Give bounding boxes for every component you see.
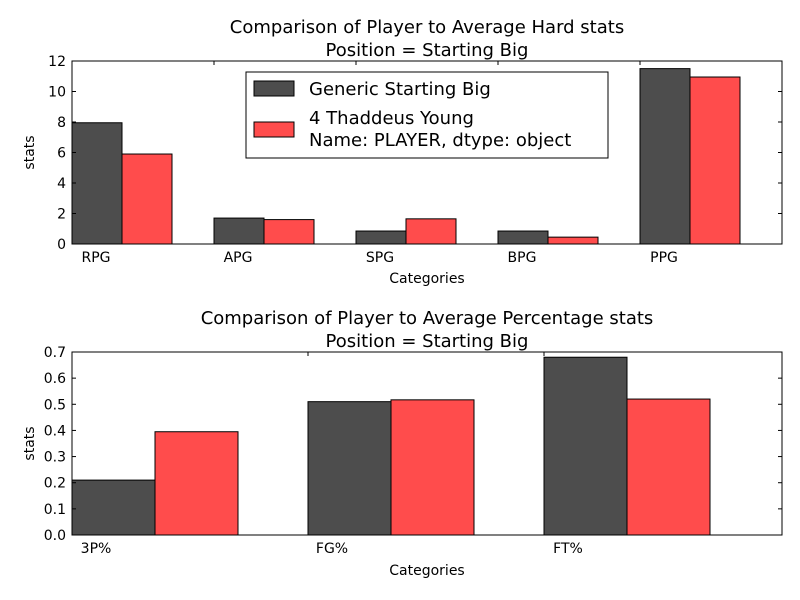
x-axis-label: Categories xyxy=(389,271,464,287)
x-tick-label: SPG xyxy=(366,250,394,266)
bar-ppg-series-2 xyxy=(689,76,741,245)
y-tick-label: 0.6 xyxy=(44,371,66,387)
bar-rpg-series-2 xyxy=(121,153,173,245)
bar-apg-series-1 xyxy=(213,217,265,245)
bar-spg-series-1 xyxy=(355,230,407,245)
y-tick-label: 0.5 xyxy=(44,397,66,413)
x-tick-label: FT% xyxy=(553,541,583,557)
x-tick-label: BPG xyxy=(508,250,537,266)
bar-bpg-series-1 xyxy=(497,230,549,245)
y-tick-label: 12 xyxy=(48,54,66,70)
y-tick-label: 0.4 xyxy=(44,423,66,439)
x-axis-label: Categories xyxy=(389,563,464,579)
y-axis-label: stats xyxy=(22,135,38,169)
bar-spg-series-2 xyxy=(405,218,457,245)
y-axis-label: stats xyxy=(22,426,38,460)
y-tick-label: 10 xyxy=(48,85,66,101)
bar-apg-series-2 xyxy=(263,219,315,245)
y-tick-label: 0.1 xyxy=(44,502,66,518)
y-tick-label: 0.0 xyxy=(44,528,66,544)
chart-subtitle: Position = Starting Big xyxy=(326,331,529,352)
bar-bpg-series-2 xyxy=(547,236,599,245)
bar-ppg-series-1 xyxy=(639,68,691,245)
y-tick-label: 0.7 xyxy=(44,345,66,361)
axes-frame xyxy=(71,351,783,536)
y-tick-label: 8 xyxy=(57,115,66,131)
y-tick-label: 4 xyxy=(57,176,66,192)
legend-swatch-series-2 xyxy=(253,121,295,138)
bar-ft-series-1 xyxy=(543,356,628,536)
x-tick-label: APG xyxy=(224,250,253,266)
x-tick-label: RPG xyxy=(81,250,110,266)
y-tick-label: 0.2 xyxy=(44,476,66,492)
x-tick-label: PPG xyxy=(650,250,678,266)
chart-title: Comparison of Player to Average Percenta… xyxy=(201,308,654,329)
legend-label-series-2: 4 Thaddeus Young Name: PLAYER, dtype: obj… xyxy=(309,108,571,151)
bar-rpg-series-1 xyxy=(71,122,123,245)
legend-box xyxy=(245,71,609,159)
legend-label-series-1: Generic Starting Big xyxy=(309,79,491,100)
bar-fg-series-2 xyxy=(390,399,475,536)
chart-subtitle: Position = Starting Big xyxy=(326,40,529,61)
y-tick-label: 0 xyxy=(57,237,66,253)
bar-fg-series-1 xyxy=(307,401,392,536)
x-tick-label: 3P% xyxy=(81,541,112,557)
bar-3p-series-1 xyxy=(71,479,156,536)
bar-3p-series-2 xyxy=(154,431,239,536)
bar-ft-series-2 xyxy=(626,398,711,536)
chart-title: Comparison of Player to Average Hard sta… xyxy=(230,17,624,38)
y-tick-label: 0.3 xyxy=(44,450,66,466)
y-tick-label: 2 xyxy=(57,207,66,223)
legend-swatch-series-1 xyxy=(253,80,295,97)
x-tick-label: FG% xyxy=(316,541,348,557)
axes-frame xyxy=(71,60,783,245)
y-tick-label: 6 xyxy=(57,146,66,162)
